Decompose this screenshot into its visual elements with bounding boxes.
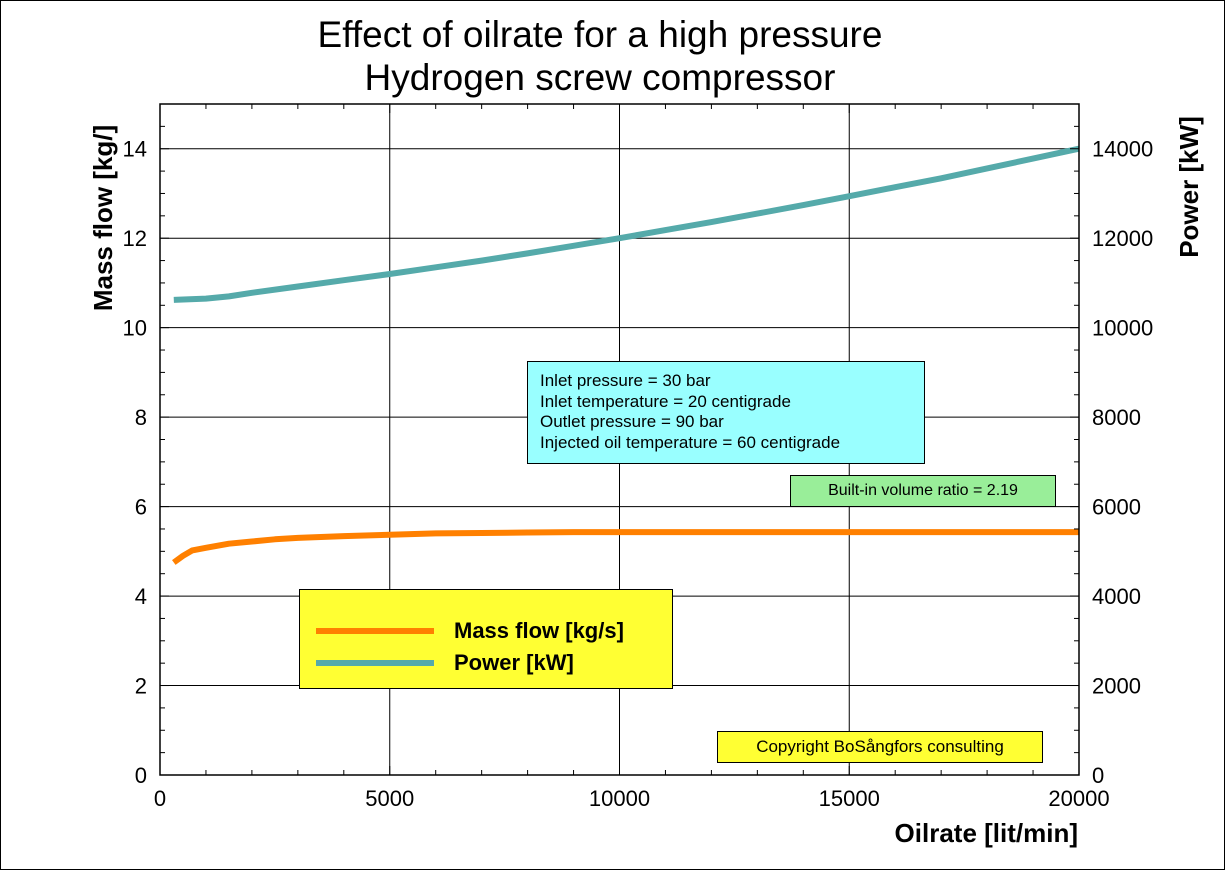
y2-tick-label: 6000 — [1092, 495, 1141, 520]
x-tick-label: 20000 — [1048, 786, 1109, 811]
legend-item-mass-flow: Mass flow [kg/s] — [300, 616, 672, 646]
legend-label-power: Power [kW] — [454, 650, 574, 675]
series-layer — [172, 145, 1080, 565]
condition-inlet-pressure: Inlet pressure = 30 bar — [540, 371, 711, 390]
y2-tick-label: 0 — [1092, 763, 1104, 788]
operating-conditions-box: Inlet pressure = 30 bar Inlet temperatur… — [527, 361, 925, 464]
condition-outlet-pressure: Outlet pressure = 90 bar — [540, 412, 724, 431]
y-tick-label: 12 — [123, 226, 147, 251]
chart-legend: Mass flow [kg/s] Power [kW] — [299, 589, 673, 689]
series-line-mass-flow — [172, 529, 1079, 565]
legend-item-power: Power [kW] — [300, 648, 672, 678]
y-tick-label: 2 — [135, 674, 147, 699]
volume-ratio-box: Built-in volume ratio = 2.19 — [790, 475, 1056, 507]
y-tick-label: 6 — [135, 495, 147, 520]
tick-layer: 0 5000 10000 15000 2000002468101214020004000… — [123, 103, 1153, 811]
condition-oil-temperature: Injected oil temperature = 60 centigrade — [540, 432, 841, 452]
x-tick-label: 15000 — [819, 786, 880, 811]
legend-swatch-power — [316, 660, 434, 666]
chart-title-line-1: Effect of oilrate for a high pressure — [317, 14, 883, 55]
series-line-power — [173, 145, 1080, 303]
x-axis-label: Oilrate [lit/min] — [895, 818, 1078, 848]
y-tick-label: 10 — [123, 316, 147, 341]
y2-tick-label: 2000 — [1092, 674, 1141, 699]
y-axis-label-left: Mass flow [kg/] — [88, 125, 118, 311]
x-tick-label: 0 — [154, 786, 166, 811]
y-tick-label: 8 — [135, 405, 147, 430]
chart-title-line-2: Hydrogen screw compressor — [364, 57, 836, 98]
y2-tick-label: 4000 — [1092, 584, 1141, 609]
condition-inlet-temperature: Inlet temperature = 20 centigrade — [540, 391, 791, 411]
y-tick-label: 4 — [135, 584, 147, 609]
y2-tick-label: 10000 — [1092, 316, 1153, 341]
y2-tick-label: 8000 — [1092, 405, 1141, 430]
y2-tick-label: 12000 — [1092, 226, 1153, 251]
y-tick-label: 14 — [123, 137, 147, 162]
y-tick-label: 0 — [135, 763, 147, 788]
y2-tick-label: 14000 — [1092, 137, 1153, 162]
x-tick-label: 10000 — [589, 786, 650, 811]
x-tick-label: 5000 — [365, 786, 414, 811]
y-axis-label-right: Power [kW] — [1174, 116, 1204, 258]
legend-swatch-mass-flow — [316, 628, 434, 634]
legend-label-mass-flow: Mass flow [kg/s] — [454, 618, 624, 643]
copyright-box: Copyright BoSångfors consulting — [717, 731, 1043, 763]
